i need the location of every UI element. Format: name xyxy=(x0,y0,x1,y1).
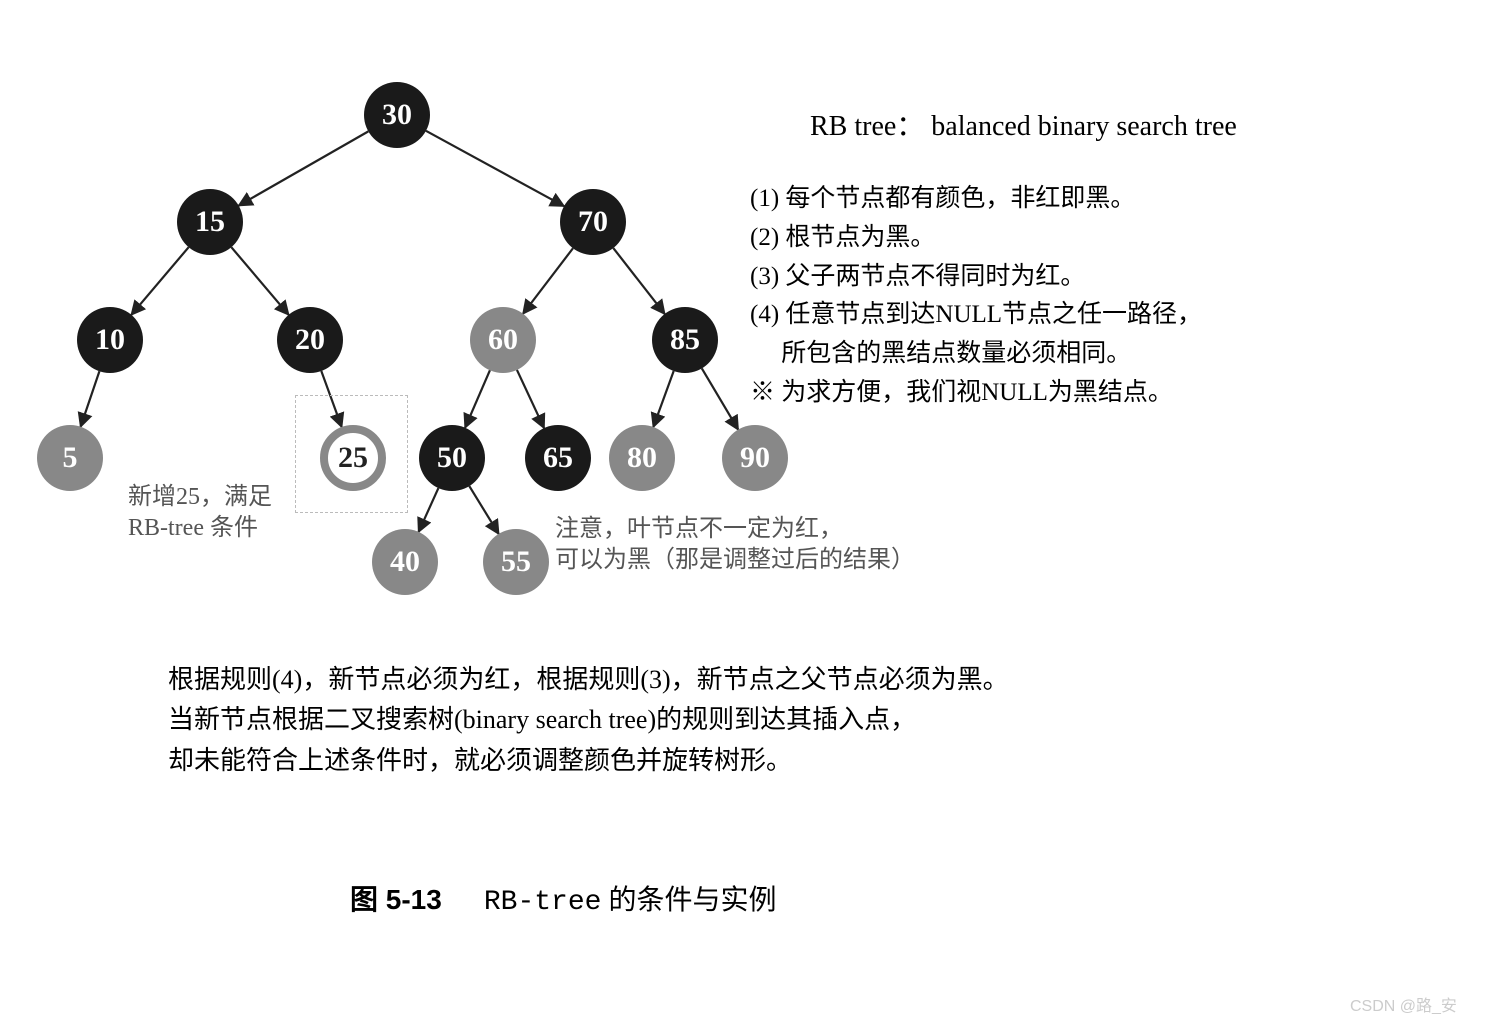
watermark: CSDN @路_安 xyxy=(1350,992,1457,1016)
rules-list: (1) 每个节点都有颜色，非红即黑。(2) 根节点为黑。(3) 父子两节点不得同… xyxy=(750,180,1202,413)
node-label: 55 xyxy=(501,545,531,579)
tree-node-70: 70 xyxy=(560,189,626,255)
rule-line: (3) 父子两节点不得同时为红。 xyxy=(750,258,1202,297)
annotation-line: RB-tree 条件 xyxy=(128,513,272,544)
node-label: 20 xyxy=(295,323,325,357)
figure-caption: 图 5-13 RB-tree 的条件与实例 xyxy=(350,878,776,918)
node-label: 65 xyxy=(543,441,573,475)
rule-line: 所包含的黑结点数量必须相同。 xyxy=(750,335,1202,374)
title-text: RB tree： balanced binary search tree xyxy=(810,111,1237,142)
tree-edge xyxy=(653,371,673,427)
node-label: 80 xyxy=(627,441,657,475)
tree-node-55: 55 xyxy=(483,529,549,595)
node-label: 10 xyxy=(95,323,125,357)
paragraph-line: 根据规则(4)，新节点必须为红，根据规则(3)，新节点之父节点必须为黑。 xyxy=(168,660,1009,700)
tree-edge xyxy=(419,488,439,532)
figure-rest: 的条件与实例 xyxy=(608,885,776,916)
tree-node-80: 80 xyxy=(609,425,675,491)
tree-edge xyxy=(81,371,100,426)
tree-edge xyxy=(613,248,664,314)
rule-line: ※ 为求方便，我们视NULL为黑结点。 xyxy=(750,374,1202,413)
node-label: 40 xyxy=(390,545,420,579)
tree-node-5: 5 xyxy=(37,425,103,491)
tree-edge xyxy=(469,486,498,534)
node-label: 70 xyxy=(578,205,608,239)
tree-node-40: 40 xyxy=(372,529,438,595)
tree-node-25: 25 xyxy=(320,425,386,491)
figure-number: 图 5-13 xyxy=(350,884,442,915)
node-label: 5 xyxy=(63,441,78,475)
explanation-paragraph: 根据规则(4)，新节点必须为红，根据规则(3)，新节点之父节点必须为黑。 当新节… xyxy=(168,660,1009,781)
paragraph-line: 却未能符合上述条件时，就必须调整颜色并旋转树形。 xyxy=(168,741,1009,781)
figure-code: RB-tree xyxy=(484,887,602,918)
tree-node-30: 30 xyxy=(364,82,430,148)
watermark-text: CSDN @路_安 xyxy=(1350,998,1457,1015)
tree-edge xyxy=(231,247,288,315)
tree-node-60: 60 xyxy=(470,307,536,373)
annotation-line: 注意，叶节点不一定为红， xyxy=(555,514,915,545)
tree-edge xyxy=(702,368,738,429)
node-label: 85 xyxy=(670,323,700,357)
annotation-insert-25: 新增25，满足 RB-tree 条件 xyxy=(128,482,272,544)
tree-edge xyxy=(517,370,544,428)
rule-line: (1) 每个节点都有颜色，非红即黑。 xyxy=(750,180,1202,219)
tree-edge xyxy=(239,131,369,205)
node-label: 25 xyxy=(338,441,368,475)
node-label: 30 xyxy=(382,98,412,132)
rule-line: (4) 任意节点到达NULL节点之任一路径， xyxy=(750,296,1202,335)
annotation-line: 新增25，满足 xyxy=(128,482,272,513)
paragraph-line: 当新节点根据二叉搜索树(binary search tree)的规则到达其插入点… xyxy=(168,700,1009,740)
diagram-title: RB tree： balanced binary search tree xyxy=(810,105,1237,148)
tree-node-90: 90 xyxy=(722,425,788,491)
annotation-leaf-note: 注意，叶节点不一定为红， 可以为黑（那是调整过后的结果） xyxy=(555,514,915,576)
tree-node-50: 50 xyxy=(419,425,485,491)
rule-line: (2) 根节点为黑。 xyxy=(750,219,1202,258)
node-label: 90 xyxy=(740,441,770,475)
tree-edge xyxy=(131,247,188,315)
node-label: 60 xyxy=(488,323,518,357)
node-label: 15 xyxy=(195,205,225,239)
tree-edge xyxy=(465,370,490,427)
node-label: 50 xyxy=(437,441,467,475)
tree-node-15: 15 xyxy=(177,189,243,255)
annotation-line: 可以为黑（那是调整过后的结果） xyxy=(555,545,915,576)
tree-node-85: 85 xyxy=(652,307,718,373)
tree-node-10: 10 xyxy=(77,307,143,373)
tree-node-65: 65 xyxy=(525,425,591,491)
tree-edge xyxy=(523,248,573,314)
tree-node-20: 20 xyxy=(277,307,343,373)
tree-edge xyxy=(426,131,564,206)
